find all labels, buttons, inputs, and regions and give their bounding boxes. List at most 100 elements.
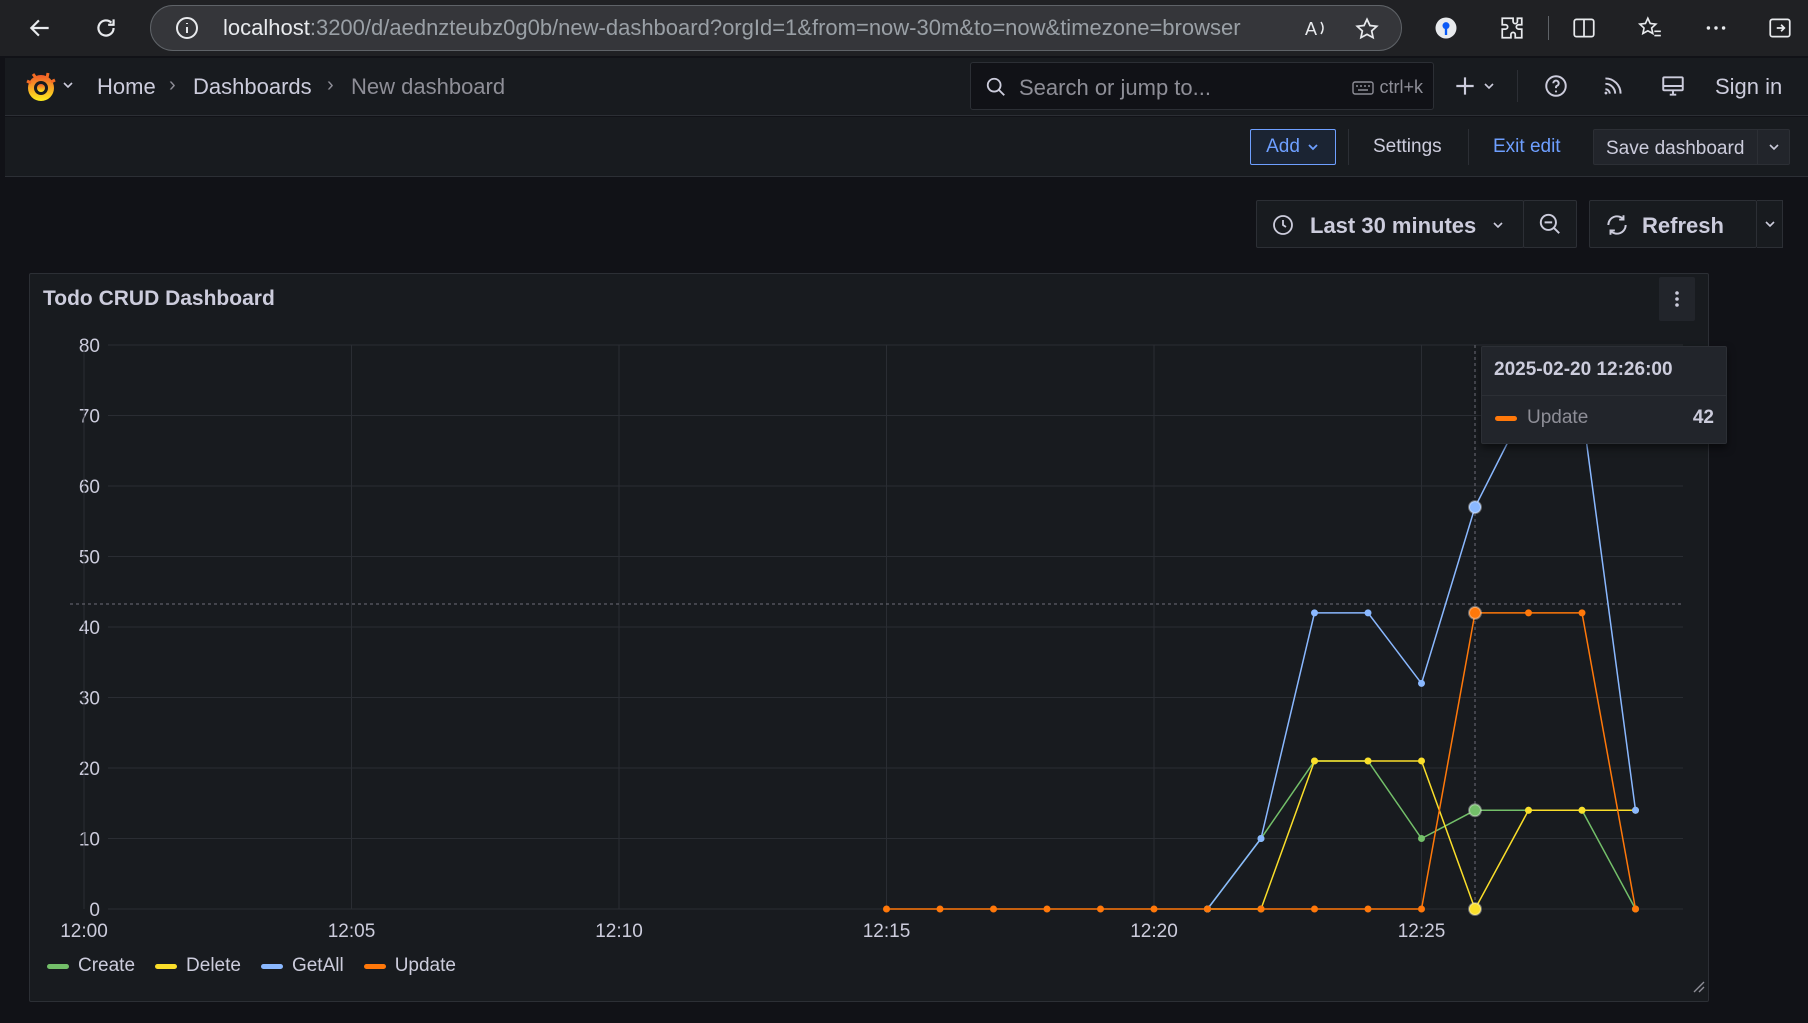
data-point-delete — [1525, 806, 1532, 814]
news-rss-icon[interactable] — [1600, 73, 1626, 104]
refresh-interval-dropdown[interactable] — [1757, 200, 1783, 248]
exit-edit-button[interactable]: Exit edit — [1493, 136, 1561, 157]
x-tick-label: 12:20 — [1130, 921, 1178, 942]
legend-swatch — [47, 963, 69, 969]
data-point-update — [1097, 905, 1104, 913]
legend-label: GetAll — [291, 955, 344, 976]
save-dashboard-button[interactable]: Save dashboard — [1593, 129, 1790, 165]
help-icon[interactable] — [1543, 73, 1569, 104]
breadcrumb-separator: › — [327, 74, 334, 96]
search-shortcut: ctrl+k — [1352, 77, 1423, 98]
settings-button[interactable]: Settings — [1373, 136, 1442, 157]
series-line-update — [886, 612, 1637, 910]
nav-divider — [1517, 70, 1518, 102]
legend-item-getall[interactable]: GetAll — [260, 955, 344, 977]
read-aloud-icon[interactable]: A — [1303, 16, 1331, 45]
data-point-getall — [1257, 835, 1265, 842]
x-tick-label: 12:05 — [328, 921, 376, 942]
sidebar-toggle-icon[interactable] — [1762, 10, 1798, 46]
back-icon[interactable] — [22, 10, 58, 46]
y-tick-label: 0 — [89, 900, 100, 921]
add-new-plus-icon[interactable] — [1452, 73, 1478, 104]
data-point-update — [1364, 905, 1372, 913]
data-point-getall — [1418, 679, 1425, 687]
favorite-star-icon[interactable] — [1354, 16, 1380, 47]
panel-title: Todo CRUD Dashboard — [43, 287, 275, 310]
y-tick-label: 30 — [79, 689, 100, 710]
kiosk-mode-icon[interactable] — [1660, 73, 1686, 104]
y-tick-label: 50 — [79, 548, 100, 569]
time-series-chart[interactable]: 0 10 20 30 40 50 60 70 80 12:00 12:05 12:10 12:15 12:… — [30, 274, 1710, 1003]
dashboard-edit-toolbar: Add Settings Exit edit Save dashboard — [5, 117, 1808, 177]
resize-handle-icon[interactable] — [1691, 979, 1705, 998]
clock-icon — [1271, 213, 1295, 242]
tooltip-series-name: Update — [1527, 407, 1589, 428]
x-tick-label: 12:25 — [1398, 921, 1446, 942]
data-point-update — [1632, 905, 1639, 913]
more-vertical-icon — [1675, 291, 1679, 307]
save-dashboard-label: Save dashboard — [1606, 138, 1745, 159]
panel-menu-button[interactable] — [1659, 277, 1695, 321]
data-point-update — [883, 905, 890, 913]
legend-label: Delete — [186, 955, 241, 976]
time-series-panel[interactable]: 0 10 20 30 40 50 60 70 80 12:00 12:05 12:10 12:15 12:… — [29, 273, 1709, 1002]
data-point-update — [1311, 905, 1318, 913]
address-bar[interactable]: localhost:3200/d/aednzteubz0g0b/new-dash… — [150, 5, 1402, 51]
data-point-delete — [1364, 757, 1372, 765]
refresh-label: Refresh — [1642, 213, 1724, 238]
keyboard-icon — [1352, 81, 1375, 95]
sign-in-link[interactable]: Sign in — [1715, 74, 1783, 99]
breadcrumb-current: New dashboard — [351, 74, 506, 99]
y-tick-label: 40 — [79, 618, 100, 639]
add-button[interactable]: Add — [1250, 129, 1336, 165]
legend-label: Update — [394, 955, 456, 976]
breadcrumb-home[interactable]: Home — [97, 74, 156, 99]
tooltip-divider — [1482, 395, 1726, 396]
save-options-dropdown[interactable] — [1757, 130, 1789, 164]
more-options-icon[interactable] — [1698, 10, 1734, 46]
refresh-icon — [1604, 212, 1630, 243]
chevron-down-icon[interactable] — [61, 78, 75, 97]
search-icon — [985, 76, 1007, 103]
tooltip-value: 42 — [1692, 407, 1714, 428]
chevron-down-icon[interactable] — [1482, 79, 1496, 98]
toolbar-divider — [1468, 129, 1469, 165]
tooltip-time: 2025-02-20 12:26:00 — [1494, 359, 1673, 380]
data-point-update — [1204, 905, 1211, 913]
data-point-delete — [1418, 757, 1425, 765]
toolbar-divider — [1548, 16, 1549, 40]
refresh-button[interactable]: Refresh — [1589, 200, 1757, 248]
data-point-create — [1468, 803, 1482, 818]
data-point-update — [1468, 605, 1482, 620]
data-point-update — [1578, 609, 1586, 617]
legend-item-update[interactable]: Update — [363, 955, 456, 977]
time-range-picker[interactable]: Last 30 minutes — [1256, 200, 1524, 248]
legend-item-delete[interactable]: Delete — [155, 955, 241, 977]
y-tick-label: 20 — [79, 759, 100, 780]
data-point-delete — [1468, 902, 1482, 916]
chevron-down-icon — [1491, 218, 1505, 237]
reload-icon[interactable] — [88, 10, 124, 46]
time-range-label: Last 30 minutes — [1310, 213, 1477, 238]
breadcrumb-separator: › — [169, 74, 176, 96]
legend-swatch — [260, 963, 283, 969]
password-manager-icon[interactable] — [1428, 10, 1464, 46]
breadcrumb-dashboards[interactable]: Dashboards — [193, 74, 312, 99]
legend-label: Create — [78, 955, 136, 976]
browser-toolbar: localhost:3200/d/aednzteubz0g0b/new-dash… — [0, 0, 1808, 56]
chevron-down-icon — [1764, 221, 1775, 228]
zoom-out-button[interactable] — [1523, 200, 1577, 248]
grafana-logo-icon[interactable] — [21, 67, 61, 112]
site-info-icon[interactable] — [175, 16, 199, 45]
legend-item-create[interactable]: Create — [47, 955, 135, 977]
data-point-update — [990, 905, 997, 913]
favorites-icon[interactable] — [1632, 10, 1668, 46]
x-tick-label: 12:15 — [863, 921, 911, 942]
data-point-delete — [1578, 806, 1586, 814]
split-screen-icon[interactable] — [1566, 10, 1602, 46]
chevron-down-icon — [1308, 144, 1318, 151]
search-bar[interactable]: Search or jump to... ctrl+k — [970, 62, 1434, 110]
url-text: localhost:3200/d/aednzteubz0g0b/new-dash… — [223, 15, 1241, 40]
extensions-icon[interactable] — [1494, 10, 1530, 46]
y-tick-label: 60 — [79, 477, 100, 498]
